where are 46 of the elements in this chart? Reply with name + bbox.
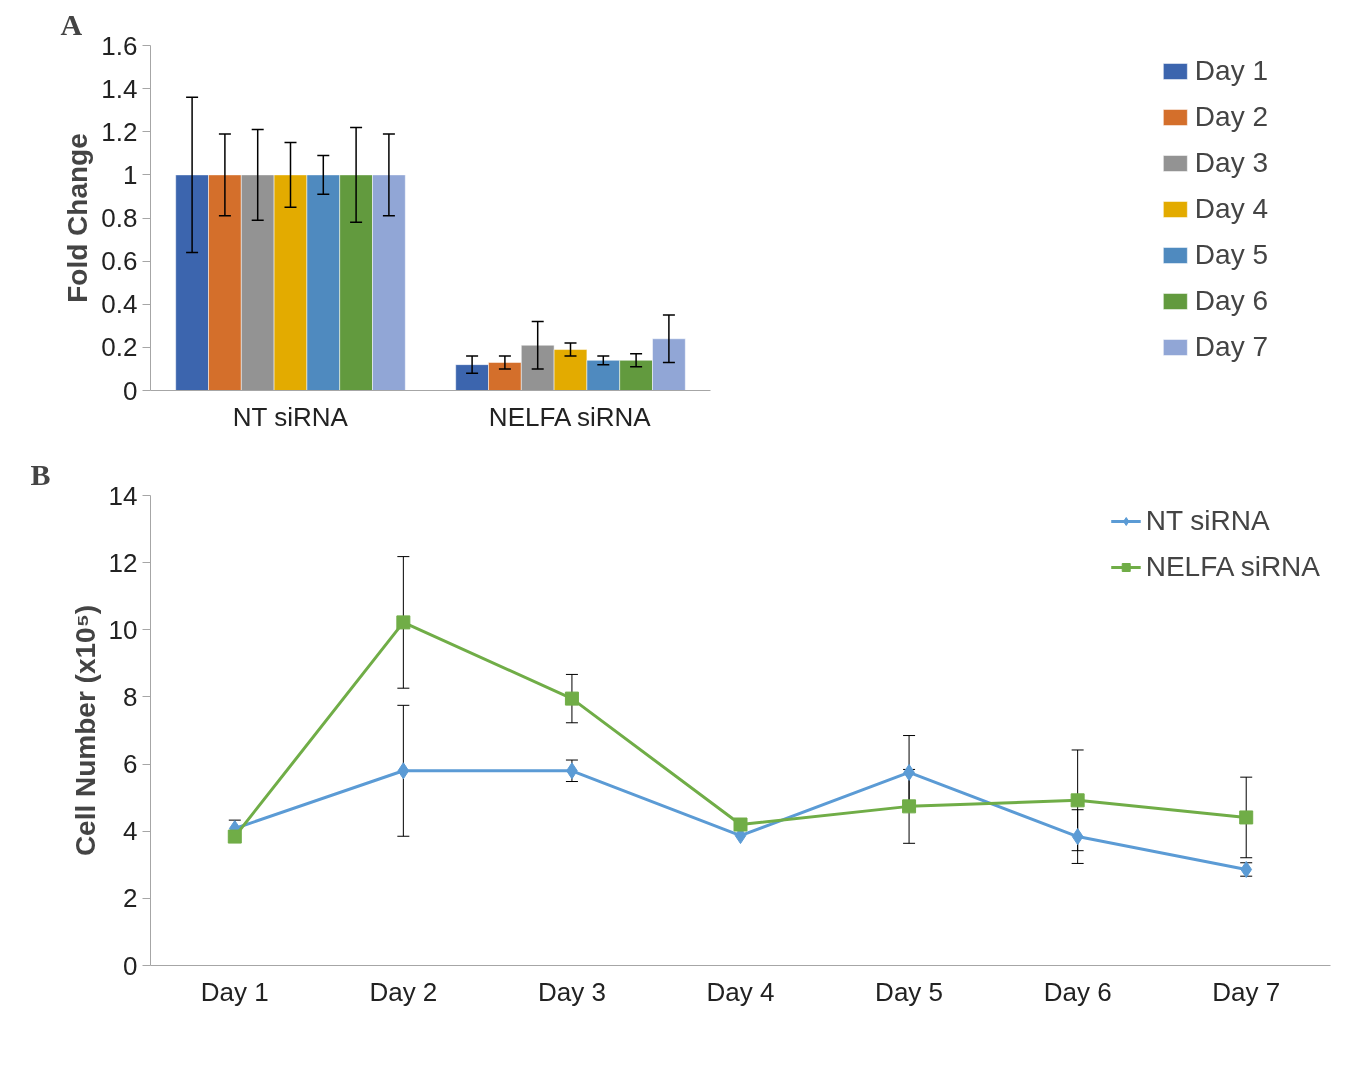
- x-tick-label: Day 7: [1212, 976, 1281, 1007]
- x-tick-label: Day 4: [706, 976, 775, 1007]
- chart-title: B: [30, 457, 51, 491]
- y-tick-label: 1.4: [101, 73, 138, 104]
- x-tick-label: Day 6: [1043, 976, 1112, 1007]
- legend-label: NELFA siRNA: [1145, 551, 1320, 583]
- chart-title: A: [60, 7, 83, 41]
- x-tick-label: Day 3: [537, 976, 606, 1007]
- legend-label: Day 5: [1194, 239, 1268, 271]
- y-tick-label: 1.2: [101, 116, 138, 147]
- point: [564, 691, 579, 706]
- y-tick-label: 6: [123, 749, 138, 780]
- x-tick-label: Day 2: [369, 976, 438, 1007]
- y-axis-title: Cell Number (x10⁵): [69, 604, 101, 857]
- y-tick-label: 10: [108, 614, 138, 645]
- y-tick-label: 1.6: [101, 30, 138, 61]
- legend-label: Day 7: [1194, 331, 1268, 363]
- point: [1070, 793, 1085, 808]
- legend-label: Day 6: [1194, 285, 1268, 317]
- legend-label: Day 4: [1194, 193, 1268, 225]
- y-tick-label: 14: [108, 480, 138, 511]
- y-tick-label: 8: [123, 681, 138, 712]
- legend-label: Day 2: [1194, 101, 1268, 133]
- point: [397, 762, 410, 780]
- y-tick-label: 0.6: [101, 246, 138, 277]
- y-tick-label: 2: [123, 883, 138, 914]
- legend-label: NT siRNA: [1145, 505, 1270, 537]
- point: [227, 829, 242, 844]
- y-tick-label: 0.2: [101, 332, 138, 363]
- point: [733, 817, 748, 832]
- legend-label: Day 3: [1194, 147, 1268, 179]
- x-tick-label: Day 1: [200, 976, 269, 1007]
- legend-label: Day 1: [1194, 55, 1268, 87]
- y-tick-label: 0: [123, 950, 138, 981]
- y-tick-label: 12: [108, 547, 138, 578]
- y-axis-title: Fold Change: [62, 133, 94, 303]
- y-tick-label: 0.4: [101, 289, 138, 320]
- point: [1071, 828, 1084, 846]
- y-tick-label: 0: [123, 375, 138, 406]
- x-tick-label: Day 5: [875, 976, 944, 1007]
- point: [1239, 810, 1254, 825]
- y-tick-label: 0.8: [101, 203, 138, 233]
- point: [396, 615, 411, 630]
- y-tick-label: 4: [123, 816, 138, 847]
- point: [902, 799, 917, 814]
- y-tick-label: 1: [123, 159, 138, 190]
